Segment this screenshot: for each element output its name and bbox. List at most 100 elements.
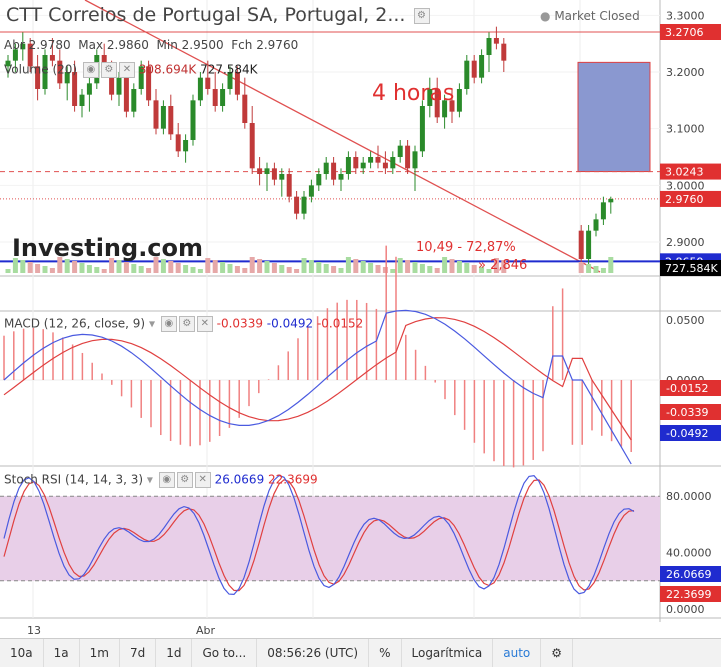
candle-body [72, 72, 78, 106]
volume-bar [397, 258, 403, 273]
volume-bar [419, 264, 425, 273]
gear-icon[interactable]: ⚙ [178, 316, 195, 332]
eye-icon[interactable]: ◉ [158, 472, 175, 488]
candle-body [183, 140, 189, 152]
chart-canvas: Investing.com 4 horas 10,49 - 72,87% » 2,84… [0, 0, 721, 638]
candle-body [501, 43, 507, 61]
timeframe-annotation: 4 horas [372, 81, 454, 106]
volume-bar [338, 268, 344, 273]
candle-body [294, 196, 300, 214]
candle-body [608, 198, 614, 203]
volume-bar [294, 269, 300, 273]
toolbar-button-5[interactable]: Go to... [192, 639, 258, 667]
volume-bar [586, 264, 592, 273]
volume-bar [175, 263, 181, 273]
volume-bar [101, 269, 107, 273]
candle-body [153, 100, 159, 129]
volume-bar [197, 269, 203, 273]
close-icon[interactable]: ✕ [118, 62, 135, 78]
chevron-down-icon[interactable]: ▾ [148, 316, 155, 331]
volume-bar [279, 265, 285, 273]
volume-bar [249, 257, 255, 273]
volume-bar [220, 262, 226, 273]
price-tick-label: 3.2000 [666, 66, 705, 79]
candle-body [138, 66, 144, 89]
candle-body [175, 134, 181, 152]
candle-body [160, 106, 166, 129]
volume-bar [375, 265, 381, 273]
candle-body [338, 174, 344, 180]
candle-body [486, 38, 492, 55]
volume-bar [412, 262, 418, 273]
volume-bar [72, 261, 78, 273]
toolbar-button-9[interactable]: auto [493, 639, 542, 667]
macd-tag-bg [660, 425, 721, 441]
candle-body [220, 89, 226, 106]
price-tag-label: 2.9760 [665, 193, 704, 206]
candle-body [412, 151, 418, 169]
stoch-tick-label: 40.0000 [666, 547, 712, 560]
stoch-tag-label: 26.0669 [666, 568, 712, 581]
low-value: 2.9500 [181, 38, 224, 52]
volume-bar [20, 260, 26, 273]
stoch-band [0, 496, 660, 581]
gear-icon[interactable]: ⚙ [176, 472, 193, 488]
volume-bar [316, 262, 322, 273]
eye-icon[interactable]: ◉ [160, 316, 177, 332]
candle-body [5, 60, 11, 67]
toolbar-button-6[interactable]: 08:56:26 (UTC) [257, 639, 370, 667]
macd-tag-label: -0.0152 [666, 382, 708, 395]
toolbar-button-2[interactable]: 1m [80, 639, 120, 667]
volume-bar [449, 259, 455, 273]
volume-bar [390, 269, 396, 273]
candle-body [86, 83, 92, 95]
candle-body [242, 94, 248, 123]
candle-body [168, 106, 174, 135]
candle-body [456, 89, 462, 112]
stoch-k-value: 26.0669 [214, 472, 265, 487]
toolbar-button-7[interactable]: % [369, 639, 402, 667]
volume-bar [456, 261, 462, 273]
close-icon[interactable]: ✕ [194, 472, 211, 488]
chevron-down-icon[interactable]: ▾ [146, 472, 153, 487]
macd-label: MACD (12, 26, close, 9) [4, 316, 146, 331]
candle-body [405, 145, 411, 169]
toolbar-button-3[interactable]: 7d [120, 639, 157, 667]
candle-body [493, 38, 499, 44]
candle-body [109, 72, 115, 95]
volume-bar [442, 257, 448, 273]
candle-body [257, 168, 263, 174]
stoch-d-value: 22.3699 [268, 472, 318, 487]
toolbar-button-4[interactable]: 1d [156, 639, 193, 667]
candle-body [323, 162, 329, 174]
volume-bar [493, 258, 499, 273]
open-label: Abr [4, 38, 25, 52]
stoch-tick-label: 0.0000 [666, 603, 705, 616]
candle-body [442, 100, 448, 118]
volume-bar [308, 260, 314, 273]
close-label: Fch [231, 38, 253, 52]
x-tick-label: 13 [27, 624, 41, 637]
volume-bar [109, 258, 115, 273]
macd-tag-label: -0.0339 [666, 406, 708, 419]
candle-body [353, 157, 359, 169]
market-status-text: Market Closed [554, 9, 640, 23]
move-annotation: 10,49 - 72,87% [416, 240, 516, 255]
gear-icon[interactable]: ⚙ [100, 62, 117, 78]
close-icon[interactable]: ✕ [196, 316, 213, 332]
volume-bar [486, 269, 492, 273]
volume-bar [471, 265, 477, 273]
toolbar-button-8[interactable]: Logarítmica [402, 639, 494, 667]
candle-body [397, 145, 403, 157]
macd-value-1: -0.0339 [216, 316, 263, 331]
eye-icon[interactable]: ◉ [82, 62, 99, 78]
price-tick-label: 3.3000 [666, 9, 705, 22]
toolbar-button-1[interactable]: 1a [44, 639, 80, 667]
gear-icon[interactable]: ⚙ [541, 639, 574, 667]
toolbar-button-0[interactable]: 10a [0, 639, 44, 667]
settings-icon[interactable]: ⚙ [413, 7, 430, 24]
volume-bar [35, 264, 41, 273]
high-value: 2.9860 [106, 38, 149, 52]
candle-body [27, 43, 33, 67]
candle-body [20, 43, 26, 50]
